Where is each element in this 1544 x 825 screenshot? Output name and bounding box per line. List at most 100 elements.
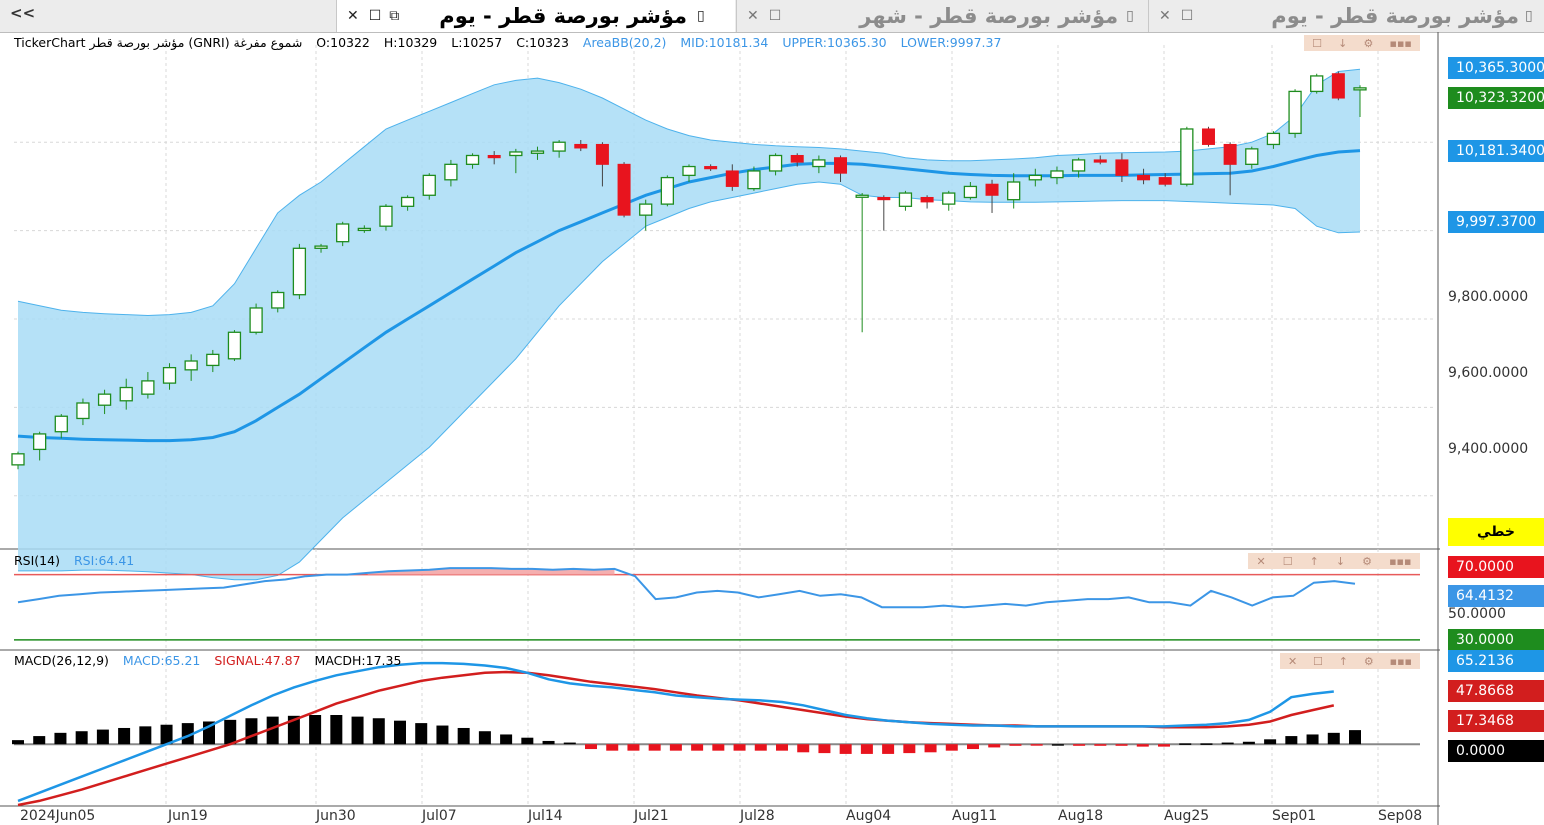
more-icon[interactable]: ▪▪▪ <box>1389 654 1412 668</box>
settings-icon[interactable]: ⚙ <box>1363 36 1374 50</box>
candle-body-up <box>660 176 675 205</box>
maximize-icon[interactable]: ☐ <box>1180 8 1194 24</box>
date-label: Jul21 <box>634 808 669 824</box>
tab-pin-icon[interactable]: ▯ <box>697 8 705 24</box>
candle-body-up <box>509 151 523 157</box>
candle-body-down <box>725 170 739 187</box>
date-label: Jun30 <box>316 808 356 824</box>
candle-body-up <box>530 150 545 154</box>
macd-hist-bar-positive <box>542 740 555 745</box>
collapse-button[interactable]: << <box>10 4 36 22</box>
close-icon[interactable]: ✕ <box>1287 654 1298 668</box>
maximize-icon[interactable]: ☐ <box>368 8 382 24</box>
maximize-icon[interactable]: ☐ <box>1282 554 1293 568</box>
symbol-label: TickerChart مؤشر بورصة قطر (GNRI) شموع م… <box>14 35 303 50</box>
move-down-icon[interactable]: ↓ <box>1335 554 1346 568</box>
macd-hist-bar-negative <box>776 744 788 751</box>
macd-pane-tools: ✕ ☐ ↑ ⚙ ▪▪▪ <box>1280 653 1420 669</box>
maximize-icon[interactable]: ☐ <box>1313 654 1323 668</box>
bollinger-band-area <box>18 69 1360 580</box>
close-icon[interactable]: ✕ <box>747 8 759 24</box>
macd-hist-bar-negative <box>754 744 767 751</box>
macd-hist-bar-positive <box>500 734 513 745</box>
macd-hist-bar-positive <box>1221 742 1234 745</box>
settings-icon[interactable]: ⚙ <box>1362 554 1373 568</box>
candle-body-up <box>682 165 696 177</box>
price-pane-info: TickerChart مؤشر بورصة قطر (GNRI) شموع م… <box>14 35 1011 50</box>
zero-value-box: 0.0000 <box>1448 740 1544 762</box>
candle-body-up <box>292 247 307 296</box>
macd-hist-bar-positive <box>1264 739 1277 745</box>
macd-hist-bar-negative <box>1009 744 1022 746</box>
tab-bar: << ✕ ☐ ⧉ مؤشر بورصة قطر - يوم ▯ ✕ ☐ مؤشر… <box>0 0 1544 33</box>
macd-hist-bar-negative <box>988 744 1001 748</box>
macd-hist-bar-positive <box>563 742 576 745</box>
candle-body-down <box>1158 177 1172 185</box>
restore-icon[interactable]: ⧉ <box>389 8 400 24</box>
rsi-upper-box: 70.0000 <box>1448 556 1544 578</box>
candle-body-up <box>11 453 25 466</box>
move-down-icon[interactable]: ↓ <box>1338 36 1348 50</box>
candle-body-down <box>617 163 631 216</box>
more-icon[interactable]: ▪▪▪ <box>1389 36 1412 50</box>
candle-body-up <box>314 245 328 249</box>
rsi-mid-tick: 50.0000 <box>1448 606 1506 622</box>
macd-hist-bar-positive <box>1327 732 1340 745</box>
candle-body-up <box>97 393 112 406</box>
macd-line <box>17 661 1334 803</box>
tab-daily-chart-2[interactable]: ✕ ☐ مؤشر بورصة قطر - يوم ▯ <box>1148 0 1544 32</box>
macd-hist-bar-negative <box>627 744 640 751</box>
macd-hist-bar-positive <box>245 718 258 745</box>
close-icon[interactable]: ✕ <box>347 8 359 24</box>
candle-body-down <box>1331 73 1345 99</box>
candle-body-up <box>422 174 436 196</box>
move-up-icon[interactable]: ↑ <box>1338 654 1348 668</box>
settings-icon[interactable]: ⚙ <box>1363 654 1374 668</box>
tab-pin-icon[interactable]: ▯ <box>1525 8 1533 24</box>
rsi-value-box: 64.4132 <box>1448 585 1544 607</box>
mid-band-box: 10,181.3400 <box>1448 140 1544 162</box>
macd-hist-bar-positive <box>457 727 470 745</box>
rsi-pane-tools: ✕ ☐ ↑ ↓ ⚙ ▪▪▪ <box>1248 553 1420 569</box>
close-price-box: 10,323.3200 <box>1448 87 1544 109</box>
close-icon[interactable]: ✕ <box>1256 554 1266 568</box>
maximize-icon[interactable]: ☐ <box>768 8 782 24</box>
date-label: 2024Jun05 <box>20 808 96 824</box>
chart-mode-button[interactable]: خطي <box>1448 518 1544 546</box>
candle-body-down <box>595 143 609 165</box>
tab-title: مؤشر بورصة قطر - يوم <box>439 4 688 28</box>
candle-body-down <box>487 154 501 159</box>
tab-monthly-chart[interactable]: ✕ ☐ مؤشر بورصة قطر - شهر ▯ <box>736 0 1147 32</box>
macd-hist-bar-positive <box>351 716 364 745</box>
macd-value: MACD:65.21 <box>122 653 201 668</box>
macd-hist-bar-positive <box>415 723 428 745</box>
rsi-name: RSI(14) <box>14 553 60 568</box>
candle-body-up <box>400 196 415 207</box>
candle-body-up <box>639 203 653 216</box>
macd-hist-bar-negative <box>1030 744 1043 746</box>
hist-value: MACDH:17.35 <box>314 653 402 668</box>
macd-hist-bar-negative <box>860 744 873 754</box>
macd-hist-bar-positive <box>1242 741 1255 745</box>
signal-value-box: 47.8668 <box>1448 680 1544 702</box>
macd-hist-bar-negative <box>733 744 746 751</box>
candle-body-down <box>1201 128 1215 145</box>
more-icon[interactable]: ▪▪▪ <box>1389 554 1412 568</box>
high-value: H:10329 <box>383 35 438 50</box>
candle-body-down <box>877 196 891 201</box>
macd-hist-bar-negative <box>924 744 937 753</box>
date-label: Sep08 <box>1378 808 1423 824</box>
move-up-icon[interactable]: ↑ <box>1309 554 1319 568</box>
rsi-line <box>17 567 1356 609</box>
close-icon[interactable]: ✕ <box>1159 8 1171 24</box>
tab-pin-icon[interactable]: ▯ <box>1126 8 1134 24</box>
macd-hist-bar-negative <box>1115 744 1128 746</box>
macd-hist-bar-positive <box>118 727 131 745</box>
maximize-icon[interactable]: ☐ <box>1312 36 1322 50</box>
tab-active-chart[interactable]: ✕ ☐ ⧉ مؤشر بورصة قطر - يوم ▯ <box>336 0 735 32</box>
macd-hist-bar-negative <box>945 744 958 751</box>
tab-title: مؤشر بورصة قطر - يوم <box>1271 4 1520 28</box>
candle-body-up <box>76 402 90 420</box>
candle-body-up <box>1266 132 1281 146</box>
